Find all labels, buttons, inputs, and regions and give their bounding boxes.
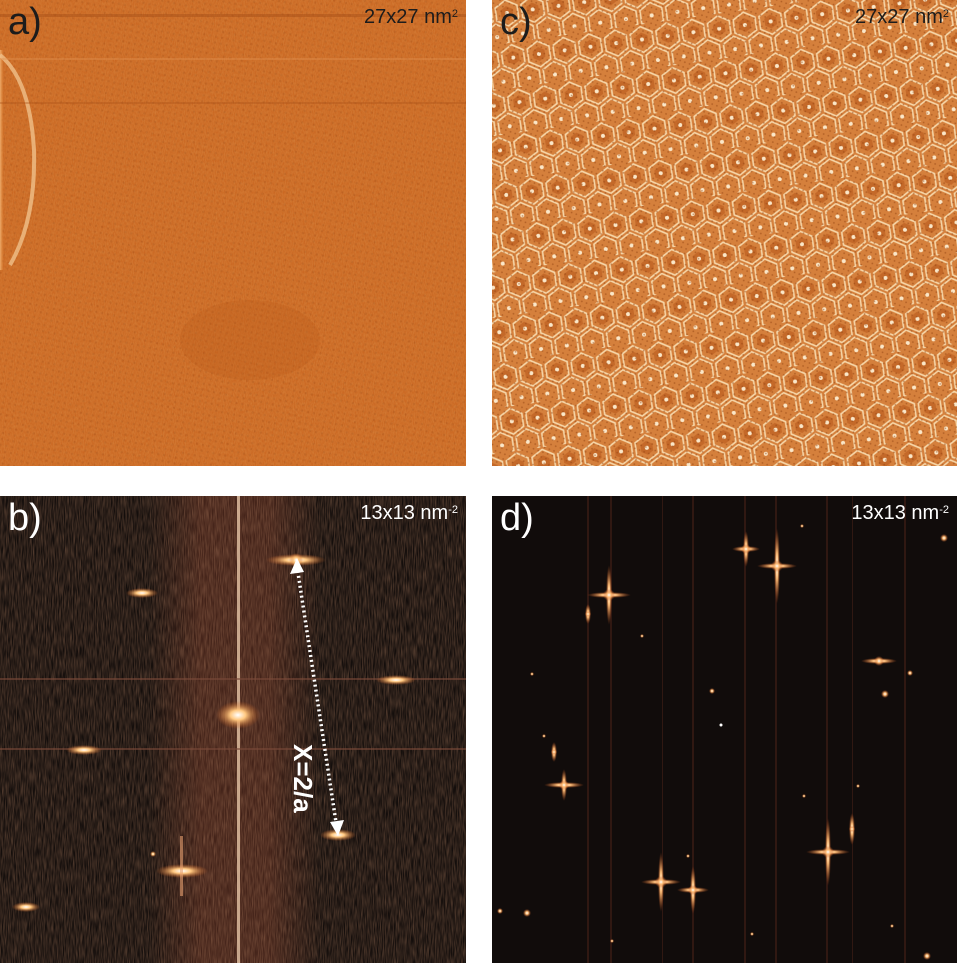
scale-value-b: 13x13 nm bbox=[360, 502, 449, 524]
simulated-lattice-panel-c: c) 27x27 nm2 bbox=[492, 0, 957, 466]
reciprocal-distance-annotation: X=2/a bbox=[288, 744, 318, 813]
scale-value-d: 13x13 nm bbox=[851, 502, 940, 524]
fft-panel-d: d) 13x13 nm-2 bbox=[492, 496, 957, 963]
scale-label-c: 27x27 nm2 bbox=[855, 6, 949, 28]
fft-spots-d bbox=[497, 524, 948, 960]
panel-label-b: b) bbox=[8, 497, 42, 539]
moire-lattice-image bbox=[492, 0, 957, 466]
panel-label-c: c) bbox=[500, 1, 532, 43]
scale-label-b: 13x13 nm-2 bbox=[360, 502, 458, 524]
scale-exponent-a: 2 bbox=[451, 8, 458, 20]
fft-experimental-image bbox=[0, 496, 466, 963]
scale-label-d: 13x13 nm-2 bbox=[851, 502, 949, 524]
stm-image-panel-a: a) 27x27 nm2 bbox=[0, 0, 466, 466]
fft-simulated-image bbox=[492, 496, 957, 963]
fft-panel-b: b) 13x13 nm-2 X=2/a bbox=[0, 496, 466, 963]
panel-label-d: d) bbox=[500, 497, 534, 539]
scale-exponent-b: -2 bbox=[448, 504, 458, 516]
scale-exponent-d: -2 bbox=[939, 504, 949, 516]
panel-label-a: a) bbox=[8, 1, 42, 43]
stm-topography-image bbox=[0, 0, 466, 466]
scale-exponent-c: 2 bbox=[942, 8, 949, 20]
scale-value-a: 27x27 nm bbox=[364, 6, 452, 28]
fft-spots-b bbox=[12, 553, 416, 912]
scale-value-c: 27x27 nm bbox=[855, 6, 943, 28]
scale-label-a: 27x27 nm2 bbox=[364, 6, 458, 28]
